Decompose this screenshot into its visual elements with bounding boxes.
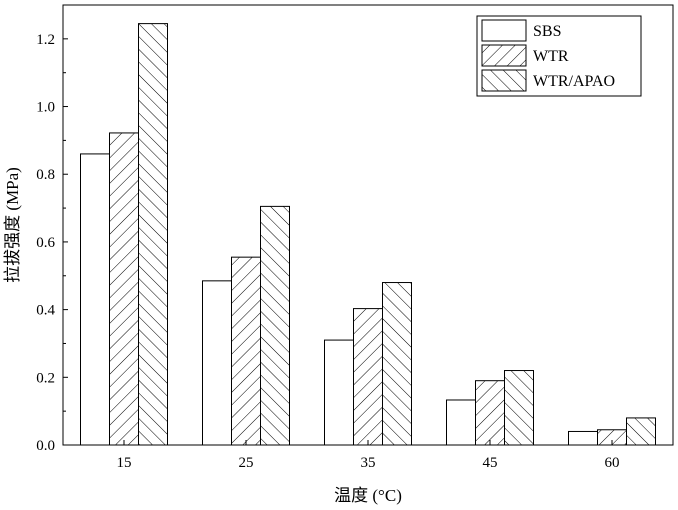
x-tick-label: 25	[239, 455, 254, 471]
legend-label-wtr-apao: WTR/APAO	[533, 73, 615, 90]
bar-wtr-apao-60	[626, 417, 656, 446]
bar-wtr-apao-35	[382, 282, 412, 446]
legend-swatch-sbs	[481, 19, 527, 42]
bar-wtr-apao-45	[504, 370, 534, 446]
bars-layer	[80, 23, 656, 446]
legend: SBS WTR WTR/APAO	[476, 15, 642, 97]
x-axis-title: 温度 (°C)	[334, 486, 402, 505]
bar-wtr-35	[353, 308, 383, 446]
bar-wtr-apao-25	[260, 205, 290, 446]
x-tick-label: 15	[117, 455, 132, 471]
legend-label-sbs: SBS	[533, 23, 561, 40]
legend-swatch-wtr-apao	[481, 69, 527, 92]
x-tick-label: 60	[605, 455, 620, 471]
y-tick-label: 1.2	[36, 32, 55, 48]
bar-sbs-25	[202, 280, 232, 446]
plot-frame	[62, 4, 674, 446]
y-axis-title: 拉拔强度 (MPa)	[3, 167, 22, 283]
x-tick-label: 45	[483, 455, 498, 471]
bar-wtr-25	[231, 256, 261, 446]
legend-label-wtr: WTR	[533, 48, 569, 65]
bar-sbs-45	[446, 399, 476, 446]
bar-wtr-45	[475, 380, 505, 446]
bar-wtr-apao-15	[138, 23, 168, 446]
legend-swatch-wtr	[481, 44, 527, 67]
bar-sbs-15	[80, 153, 110, 446]
bar-wtr-15	[109, 132, 139, 446]
x-axis-ticks: 15 25 35 45 60	[117, 440, 620, 471]
y-tick-label: 0.6	[36, 235, 55, 251]
bar-sbs-60	[568, 430, 598, 446]
y-tick-label: 0.4	[36, 303, 55, 319]
y-tick-label: 0.8	[36, 167, 55, 183]
y-tick-label: 0.2	[36, 370, 55, 386]
bar-sbs-35	[324, 339, 354, 446]
x-tick-label: 35	[361, 455, 376, 471]
y-tick-label: 0.0	[36, 438, 55, 454]
y-axis-ticks: 0.0 0.2 0.4 0.6 0.8 1.0 1.2	[36, 4, 68, 454]
y-tick-label: 1.0	[36, 100, 55, 116]
